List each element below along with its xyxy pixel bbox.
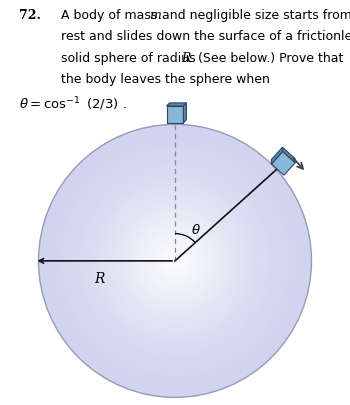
Circle shape [76,162,274,360]
Circle shape [103,190,247,333]
Circle shape [97,183,253,339]
Polygon shape [282,148,295,163]
Text: and negligible size starts from: and negligible size starts from [158,9,350,22]
Text: A body of mass: A body of mass [61,9,162,22]
Circle shape [127,213,223,309]
Text: 72.: 72. [19,9,41,22]
Circle shape [110,196,240,326]
Circle shape [107,193,243,329]
Circle shape [86,173,264,350]
Circle shape [93,179,257,343]
Circle shape [83,169,267,353]
Circle shape [144,230,206,292]
Circle shape [46,132,304,390]
Circle shape [124,210,226,312]
Text: m: m [149,9,161,22]
Circle shape [120,207,230,315]
Circle shape [90,176,260,346]
Circle shape [49,135,301,387]
Text: $\theta = \cos^{-1}$ (2/3) .: $\theta = \cos^{-1}$ (2/3) . [19,95,127,112]
Circle shape [59,145,291,377]
Circle shape [141,227,209,295]
Polygon shape [167,104,187,107]
Circle shape [151,237,199,285]
Circle shape [73,159,277,363]
Circle shape [62,149,288,373]
Circle shape [100,186,250,336]
Circle shape [131,217,219,305]
Polygon shape [183,104,187,124]
Circle shape [158,244,192,278]
Circle shape [138,224,212,298]
Circle shape [69,156,281,367]
Circle shape [66,152,284,370]
Text: . (See below.) Prove that: . (See below.) Prove that [190,52,344,65]
Circle shape [42,128,308,394]
Text: R: R [181,52,191,65]
Text: the body leaves the sphere when: the body leaves the sphere when [61,73,270,86]
Text: $\theta$: $\theta$ [191,222,201,237]
Circle shape [79,166,271,356]
Circle shape [172,258,178,264]
Circle shape [117,203,233,319]
Circle shape [148,234,202,288]
Circle shape [134,220,216,302]
Text: rest and slides down the surface of a frictionless: rest and slides down the surface of a fr… [61,30,350,43]
Circle shape [161,247,189,275]
Text: solid sphere of radius: solid sphere of radius [61,52,200,65]
Polygon shape [272,152,295,176]
Circle shape [56,142,294,380]
Circle shape [113,200,237,322]
Circle shape [155,241,195,281]
Circle shape [38,125,312,397]
Polygon shape [271,148,283,164]
Circle shape [52,139,298,384]
Circle shape [165,251,185,271]
Polygon shape [167,107,183,124]
Circle shape [168,254,182,268]
Text: R: R [94,271,105,285]
